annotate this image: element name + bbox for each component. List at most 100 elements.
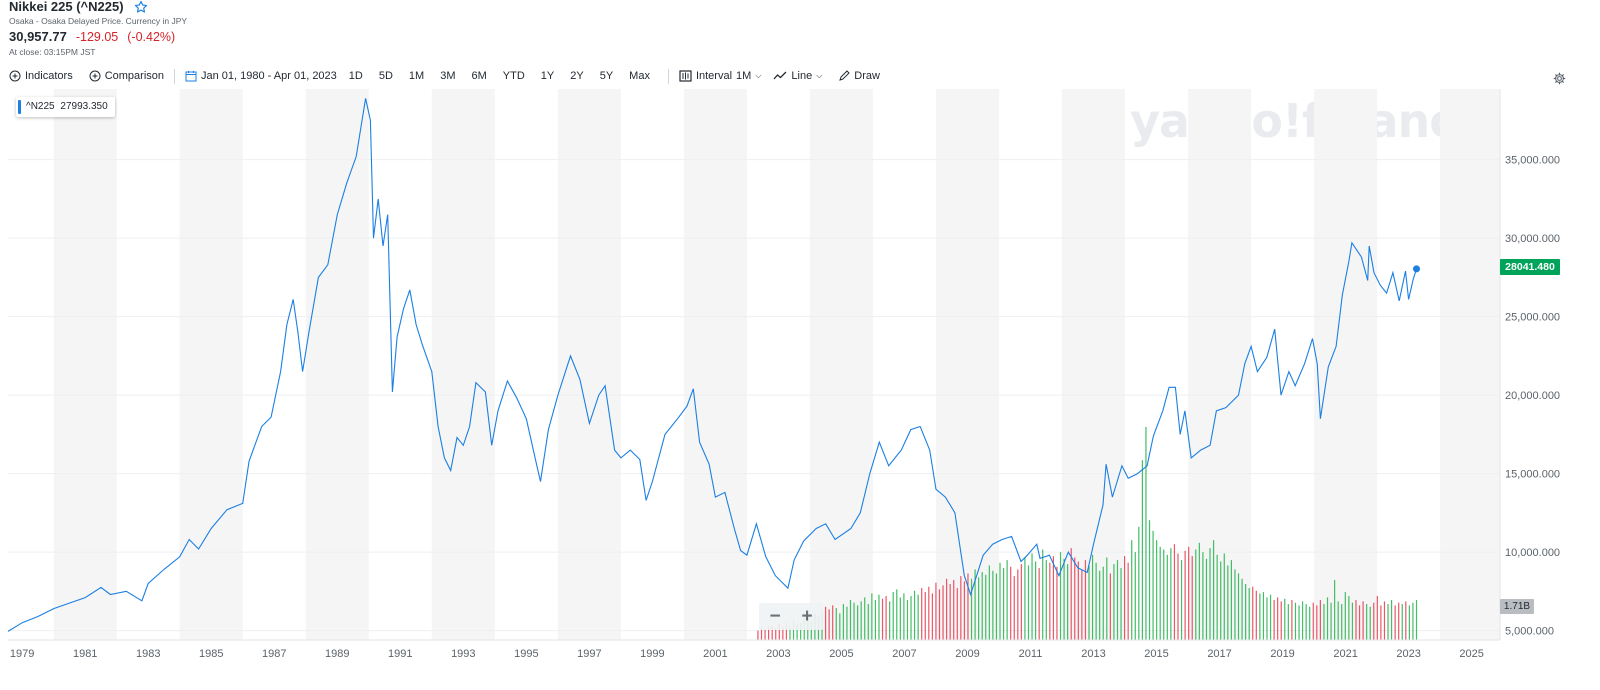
volume-bar [1152,530,1154,640]
volume-bar [1284,598,1286,640]
price-chart[interactable]: 5,000.000 10,000.000 15,000.000 20,000.000 2… [0,87,1600,690]
volume-bar [1344,592,1346,640]
volume-bar [1141,460,1143,640]
volume-bar [1241,578,1243,640]
volume-tag: 1.71B [1500,599,1534,614]
chart-type-label: Line [791,70,813,82]
range-3m[interactable]: 3M [440,70,456,82]
volume-bar [1113,564,1115,640]
volume-bar [1049,562,1051,640]
volume-bar [782,626,784,640]
volume-bar [1234,569,1236,640]
range-1d[interactable]: 1D [348,70,363,82]
zoom-out-icon[interactable]: − [769,605,781,627]
candle-icon [679,70,692,82]
year-band [1314,89,1378,640]
volume-bar [846,606,848,640]
interval-button[interactable]: Interval 1M ⌵ [679,70,761,82]
indicators-button[interactable]: Indicators [9,70,73,82]
volume-bar [860,601,862,640]
star-icon[interactable] [134,0,148,14]
range-6m[interactable]: 6M [471,70,487,82]
volume-bar [1216,554,1218,640]
volume-bar [999,562,1001,640]
y-tick-label: 15,000.000 [1505,469,1560,481]
plus-circle-icon [9,70,21,82]
x-tick-label: 2021 [1333,648,1357,660]
volume-bar [1099,570,1101,640]
volume-bar [757,630,759,640]
volume-bar [1010,566,1012,640]
volume-bar [1120,568,1122,640]
chart-type-button[interactable]: Line ⌵ [773,70,822,82]
volume-bar [892,592,894,640]
volume-bar [1294,602,1297,640]
volume-bar [1366,604,1368,640]
volume-bar [1269,594,1272,640]
volume-bar [1248,588,1250,640]
pencil-icon [839,70,850,81]
volume-bar [1195,549,1197,640]
range-5d[interactable]: 5D [378,70,393,82]
y-tick-label: 5,000.000 [1505,626,1554,638]
volume-bar [1159,546,1161,640]
volume-bar [1131,540,1133,640]
volume-bar [1412,602,1414,640]
volume-bar [1067,564,1069,640]
x-tick-label: 1981 [73,648,97,660]
volume-bar [1070,548,1072,640]
draw-button[interactable]: Draw [838,70,880,82]
volume-bar [1088,565,1090,640]
interval-value: 1M [736,70,752,82]
price-change-pct: (-0.42%) [127,30,176,44]
range-1m[interactable]: 1M [408,70,425,82]
price-line [7,98,1418,632]
volume-bar [853,602,855,640]
volume-bar [1138,526,1140,640]
date-range-button[interactable]: Jan 01, 1980 - Apr 01, 2023 [185,70,337,82]
x-tick-label: 2019 [1270,648,1294,660]
volume-bar [1091,554,1094,640]
comparison-button[interactable]: Comparison [89,70,164,82]
volume-bar [1220,561,1222,640]
year-band [683,89,747,640]
x-tick-label: 2013 [1081,648,1105,660]
volume-bar [1123,556,1126,640]
volume-bar [1052,556,1055,640]
comparison-label: Comparison [104,70,165,82]
volume-bar [771,625,773,640]
volume-bar [1156,540,1158,640]
plus-circle-icon [89,70,101,82]
volume-bar [896,589,898,640]
zoom-in-icon[interactable]: + [801,605,813,627]
calendar-icon [185,71,197,82]
volume-bar [1277,597,1279,640]
chart-toolbar: Indicators Comparison Jan 01, 1980 - Apr… [9,67,880,85]
quote-header: Nikkei 225 (^N225) Osaka - Osaka Delayed… [9,0,187,57]
range-5y[interactable]: 5Y [599,70,614,82]
range-max[interactable]: Max [629,70,650,82]
range-ytd[interactable]: YTD [502,70,525,82]
volume-bar [1081,569,1083,640]
volume-bar [931,593,933,640]
volume-bar [938,589,941,640]
x-tick-label: 1991 [388,648,412,660]
volume-bar [1312,602,1314,640]
x-tick-label: 1979 [10,648,34,660]
draw-label: Draw [854,70,880,82]
volume-bar [935,582,937,640]
date-range-label: Jan 01, 1980 - Apr 01, 2023 [201,70,337,82]
range-2y[interactable]: 2Y [570,70,584,82]
year-band [431,89,495,640]
volume-bar [946,578,948,640]
range-buttons: 1D 5D 1M 3M 6M YTD 1Y 2Y 5Y Max [341,70,658,82]
range-1y[interactable]: 1Y [540,70,555,82]
gear-icon[interactable] [1553,72,1566,85]
volume-bar [835,608,837,640]
volume-bar [1405,601,1407,640]
volume-bar [864,597,866,640]
volume-bar [785,622,788,640]
volume-bar [1059,552,1062,640]
volume-bar [824,606,827,640]
volume-bar [921,588,923,640]
